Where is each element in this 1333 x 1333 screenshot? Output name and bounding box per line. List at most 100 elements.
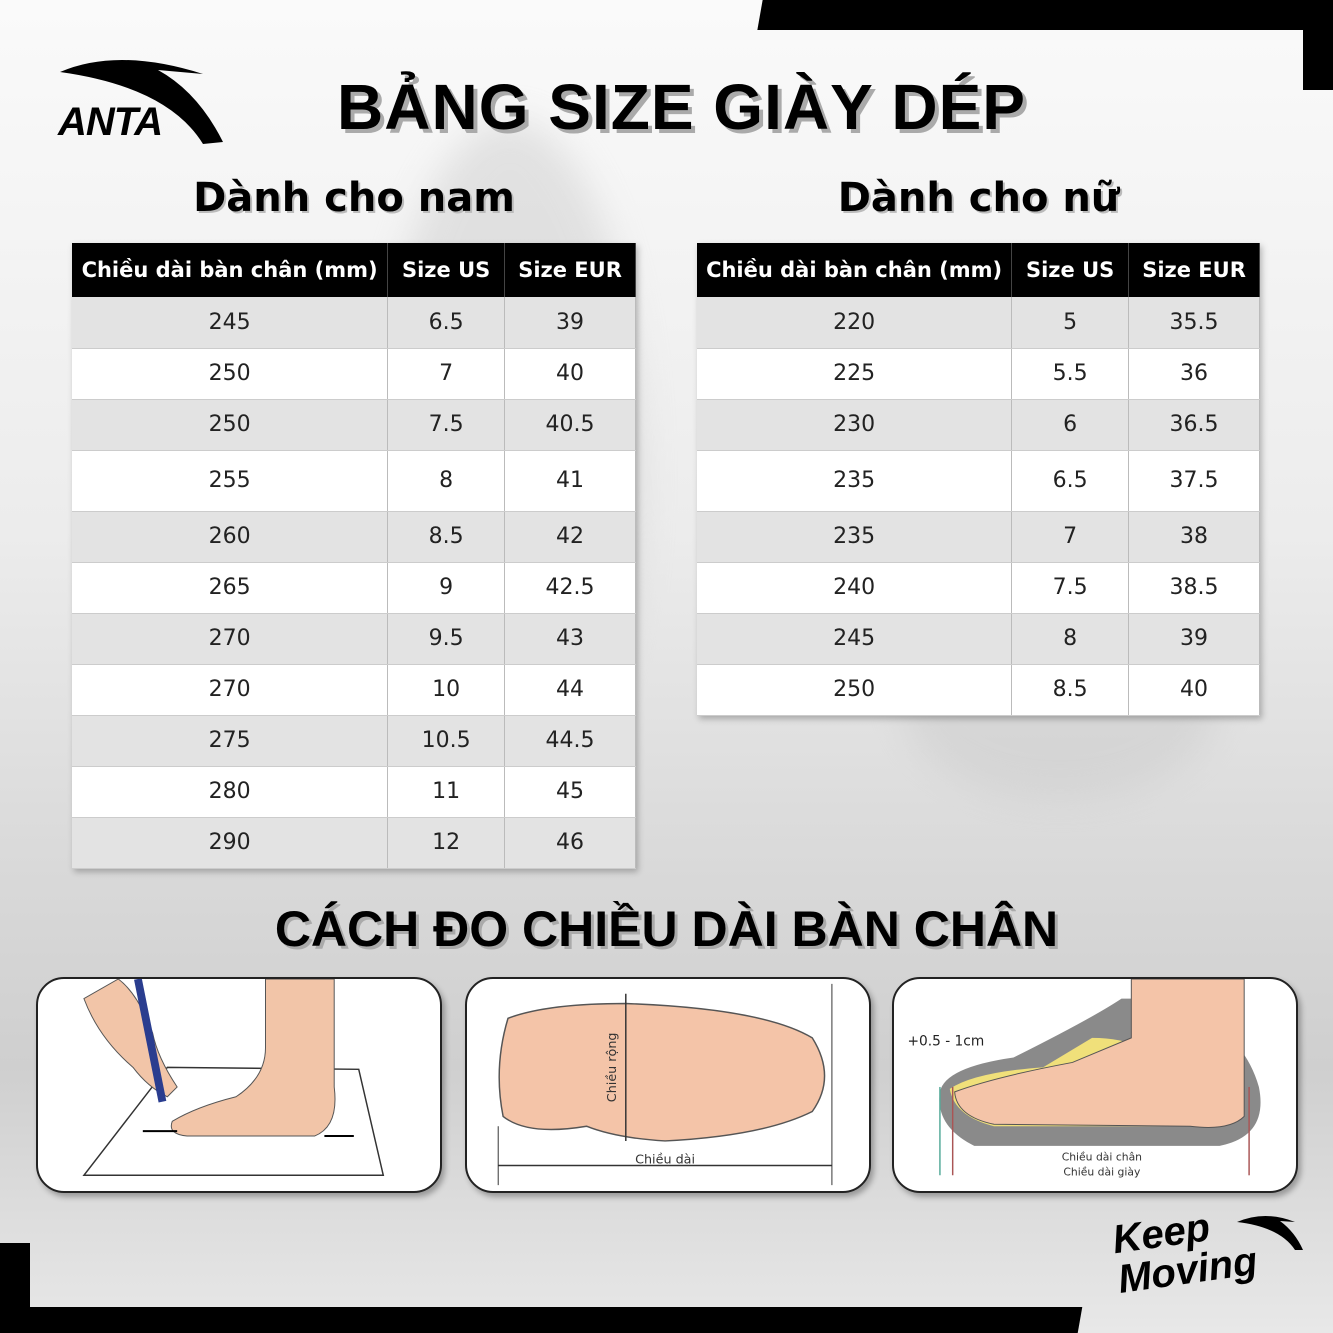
foot-length-cell: 250 bbox=[72, 399, 389, 451]
table-row: 255 8 41 bbox=[72, 450, 636, 512]
size-eur-cell: 46 bbox=[504, 817, 636, 869]
table-row: 240 7.5 38.5 bbox=[697, 562, 1260, 614]
size-us-cell: 5 bbox=[1011, 297, 1130, 349]
size-us-cell: 10 bbox=[387, 664, 506, 716]
size-eur-cell: 36 bbox=[1128, 348, 1260, 400]
table-row: 245 6.5 39 bbox=[72, 297, 636, 349]
table-row: 230 6 36.5 bbox=[697, 399, 1260, 451]
page-title: BẢNG SIZE GIÀY DÉP bbox=[337, 71, 1026, 143]
foot-length-cell: 245 bbox=[697, 613, 1013, 665]
size-eur-cell: 45 bbox=[504, 766, 636, 818]
bottom-decor-strip bbox=[0, 1307, 1083, 1333]
shoe-length-label: Chiều dài giày bbox=[1063, 1165, 1141, 1178]
size-eur-cell: 40.5 bbox=[504, 399, 636, 451]
table-row: 270 10 44 bbox=[72, 664, 636, 716]
size-eur-cell: 40 bbox=[504, 348, 636, 400]
foot-length-cell: 225 bbox=[697, 348, 1013, 400]
foot-length-cell: 255 bbox=[72, 450, 389, 512]
table-row: 250 7 40 bbox=[72, 348, 636, 400]
women-size-table: Chiều dài bàn chân (mm) Size US Size EUR… bbox=[697, 243, 1260, 716]
size-us-cell: 7 bbox=[1011, 511, 1130, 563]
size-us-cell: 6.5 bbox=[387, 297, 506, 349]
foot-length-cell: 230 bbox=[697, 399, 1013, 451]
foot-tracing-illustration bbox=[82, 979, 385, 1177]
col-header-size-us: Size US bbox=[1011, 243, 1130, 297]
size-eur-cell: 36.5 bbox=[1128, 399, 1260, 451]
size-us-cell: 11 bbox=[387, 766, 506, 818]
measure-step-shoe-allowance: +0.5 - 1cm Chiều dài chân Chiều dài giày bbox=[892, 977, 1298, 1193]
size-eur-cell: 42.5 bbox=[504, 562, 636, 614]
measure-heading: CÁCH ĐO CHIỀU DÀI BÀN CHÂN bbox=[274, 901, 1059, 957]
size-us-cell: 5.5 bbox=[1011, 348, 1130, 400]
bottom-left-decor bbox=[0, 1243, 30, 1333]
table-row: 250 7.5 40.5 bbox=[72, 399, 636, 451]
col-header-size-eur: Size EUR bbox=[1128, 243, 1260, 297]
col-header-size-eur: Size EUR bbox=[504, 243, 636, 297]
size-eur-cell: 43 bbox=[504, 613, 636, 665]
size-us-cell: 7.5 bbox=[387, 399, 506, 451]
foot-length-cell: 265 bbox=[72, 562, 389, 614]
size-eur-cell: 35.5 bbox=[1128, 297, 1260, 349]
men-heading: Dành cho nam bbox=[193, 175, 515, 221]
table-row: 235 6.5 37.5 bbox=[697, 450, 1260, 512]
table-row: 250 8.5 40 bbox=[697, 664, 1260, 716]
foot-length-cell: 240 bbox=[697, 562, 1013, 614]
table-row: 270 9.5 43 bbox=[72, 613, 636, 665]
foot-length-cell: 260 bbox=[72, 511, 389, 563]
col-header-size-us: Size US bbox=[387, 243, 506, 297]
size-us-cell: 8 bbox=[1011, 613, 1130, 665]
size-us-cell: 7.5 bbox=[1011, 562, 1130, 614]
size-eur-cell: 39 bbox=[504, 297, 636, 349]
size-us-cell: 8.5 bbox=[387, 511, 506, 563]
size-eur-cell: 44.5 bbox=[504, 715, 636, 767]
foot-length-cell: 220 bbox=[697, 297, 1013, 349]
table-row: 280 11 45 bbox=[72, 766, 636, 818]
slogan-text: Keep Moving bbox=[1109, 1205, 1261, 1302]
size-us-cell: 8 bbox=[387, 450, 506, 512]
size-eur-cell: 38 bbox=[1128, 511, 1260, 563]
foot-length-cell: 235 bbox=[697, 450, 1013, 512]
table-row: 235 7 38 bbox=[697, 511, 1260, 563]
table-row: 220 5 35.5 bbox=[697, 297, 1260, 349]
size-eur-cell: 37.5 bbox=[1128, 450, 1260, 512]
allowance-label: +0.5 - 1cm bbox=[908, 1034, 985, 1050]
size-us-cell: 9 bbox=[387, 562, 506, 614]
size-us-cell: 8.5 bbox=[1011, 664, 1130, 716]
measure-step-length-width: Chiều rộng Chiều dài bbox=[465, 977, 871, 1193]
logo-text: ANTA bbox=[58, 100, 163, 144]
size-eur-cell: 42 bbox=[504, 511, 636, 563]
size-eur-cell: 39 bbox=[1128, 613, 1260, 665]
size-eur-cell: 41 bbox=[504, 450, 636, 512]
table-row: 245 8 39 bbox=[697, 613, 1260, 665]
table-row: 265 9 42.5 bbox=[72, 562, 636, 614]
anta-swoosh-icon bbox=[60, 59, 223, 144]
men-size-table: Chiều dài bàn chân (mm) Size US Size EUR… bbox=[72, 243, 636, 869]
size-us-cell: 10.5 bbox=[387, 715, 506, 767]
measure-step-trace-foot bbox=[36, 977, 442, 1193]
col-header-foot-length: Chiều dài bàn chân (mm) bbox=[697, 243, 1013, 297]
foot-length-cell: 280 bbox=[72, 766, 389, 818]
shoe-allowance-illustration: +0.5 - 1cm Chiều dài chân Chiều dài giày bbox=[908, 979, 1261, 1178]
table-row: 290 12 46 bbox=[72, 817, 636, 869]
foot-length-cell: 235 bbox=[697, 511, 1013, 563]
size-us-cell: 6 bbox=[1011, 399, 1130, 451]
size-eur-cell: 40 bbox=[1128, 664, 1260, 716]
width-label: Chiều rộng bbox=[605, 1032, 620, 1102]
length-label: Chiều dài bbox=[635, 1153, 695, 1168]
size-eur-cell: 44 bbox=[504, 664, 636, 716]
size-us-cell: 6.5 bbox=[1011, 450, 1130, 512]
foot-length-cell: 250 bbox=[697, 664, 1013, 716]
table-row: 225 5.5 36 bbox=[697, 348, 1260, 400]
foot-length-label: Chiều dài chân bbox=[1062, 1151, 1142, 1164]
foot-length-cell: 245 bbox=[72, 297, 389, 349]
table-row: 275 10.5 44.5 bbox=[72, 715, 636, 767]
anta-swoosh-icon bbox=[1237, 1216, 1303, 1250]
foot-length-cell: 270 bbox=[72, 613, 389, 665]
foot-length-cell: 290 bbox=[72, 817, 389, 869]
col-header-foot-length: Chiều dài bàn chân (mm) bbox=[72, 243, 389, 297]
foot-length-cell: 275 bbox=[72, 715, 389, 767]
keep-moving-logo: Keep Moving bbox=[1110, 1205, 1305, 1312]
top-decor-strip bbox=[757, 0, 1333, 30]
right-decor-bar bbox=[1303, 30, 1333, 90]
